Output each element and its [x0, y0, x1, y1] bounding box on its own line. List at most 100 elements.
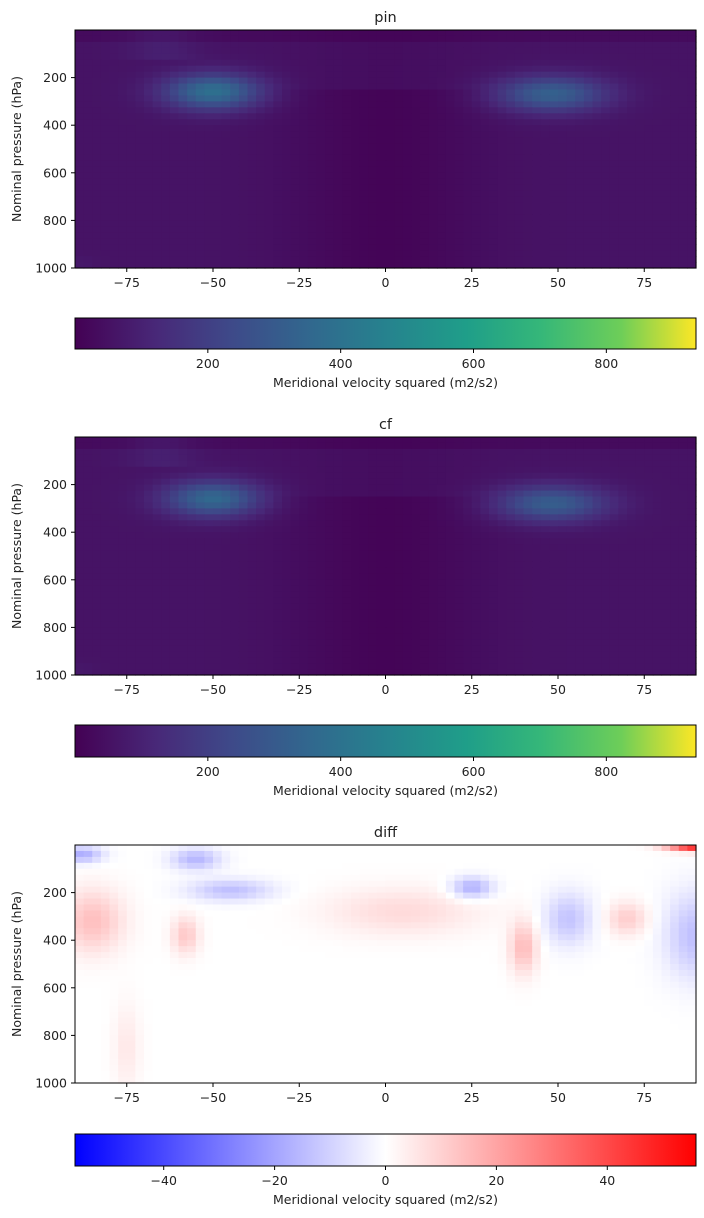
heatmap-cell: [118, 496, 128, 504]
heatmap-cell: [652, 119, 663, 126]
heatmap-cell: [437, 53, 447, 61]
heatmap-cell: [437, 160, 447, 168]
heatmap-cell: [307, 256, 318, 263]
heatmap-cell: [204, 544, 214, 551]
heatmap-cell: [497, 178, 507, 186]
heatmap-cell: [661, 149, 671, 156]
heatmap-cell: [256, 561, 266, 569]
heatmap-cell: [558, 579, 568, 587]
heatmap-cell: [359, 202, 369, 210]
heatmap-cell: [273, 160, 283, 168]
heatmap-cell: [575, 53, 585, 61]
heatmap-cell: [169, 190, 180, 198]
heatmap-cell: [359, 119, 369, 126]
heatmap-cell: [454, 466, 464, 474]
heatmap-cell: [152, 178, 162, 186]
heatmap-cell: [437, 567, 447, 575]
heatmap-cell: [523, 83, 533, 91]
heatmap-cell: [402, 119, 412, 126]
heatmap-cell: [471, 472, 481, 480]
heatmap-cell: [445, 437, 456, 444]
heatmap-cell: [618, 131, 628, 138]
heatmap-cell: [394, 585, 404, 593]
heatmap-cell: [299, 603, 309, 611]
heatmap-cell: [204, 202, 214, 210]
heatmap-cell: [256, 101, 266, 108]
heatmap-cell: [333, 238, 343, 245]
heatmap-cell: [644, 30, 654, 37]
heatmap-cell: [618, 238, 628, 245]
heatmap-cell: [144, 149, 154, 156]
heatmap-cell: [420, 544, 430, 551]
heatmap-cell: [264, 95, 274, 102]
heatmap-cell: [463, 95, 473, 102]
heatmap-cell: [471, 442, 481, 450]
heatmap-cell: [402, 154, 412, 162]
heatmap-cell: [152, 520, 162, 527]
heatmap-cell: [402, 35, 412, 43]
heatmap-cell: [230, 250, 240, 257]
heatmap-cell: [333, 484, 343, 492]
heatmap-cell: [264, 154, 274, 162]
heatmap-cell: [83, 160, 93, 168]
heatmap-cell: [566, 178, 576, 186]
heatmap-cell: [290, 65, 300, 73]
heatmap-cell: [144, 137, 154, 144]
heatmap-cell: [523, 256, 533, 263]
heatmap-cell: [583, 119, 594, 126]
heatmap-cell: [411, 190, 421, 198]
heatmap-cell: [661, 232, 671, 239]
heatmap-cell: [282, 603, 292, 611]
heatmap-cell: [678, 172, 688, 180]
heatmap-cell: [592, 603, 602, 611]
heatmap-cell: [592, 220, 602, 227]
heatmap-cell: [368, 490, 378, 498]
heatmap-cell: [213, 585, 223, 593]
heatmap-cell: [437, 466, 447, 474]
heatmap-cell: [307, 131, 318, 138]
heatmap-cell: [75, 178, 85, 186]
heatmap-cell: [273, 520, 283, 527]
heatmap-cell: [428, 47, 438, 55]
heatmap-cell: [523, 508, 533, 515]
heatmap-cell: [532, 591, 542, 599]
heatmap-cell: [583, 437, 594, 444]
heatmap-cell: [609, 544, 619, 551]
heatmap-cell: [152, 442, 162, 450]
heatmap-cell: [109, 77, 119, 85]
heatmap-cell: [471, 131, 481, 138]
heatmap-cell: [144, 550, 154, 557]
heatmap-cell: [549, 262, 559, 269]
heatmap-cell: [566, 196, 576, 204]
heatmap-cell: [290, 573, 300, 581]
heatmap-cell: [523, 478, 533, 486]
heatmap-cell: [273, 35, 283, 43]
heatmap-cell: [213, 184, 223, 192]
heatmap-cell: [169, 603, 180, 611]
heatmap-cell: [523, 226, 533, 233]
heatmap-cell: [161, 597, 171, 605]
heatmap-cell: [428, 250, 438, 257]
heatmap-cell: [368, 502, 378, 509]
heatmap-cell: [445, 526, 456, 533]
heatmap-cell: [540, 550, 550, 557]
heatmap-cell: [256, 250, 266, 257]
heatmap-cell: [273, 573, 283, 581]
heatmap-cell: [532, 490, 542, 498]
heatmap-cell: [109, 160, 119, 168]
heatmap-cell: [264, 238, 274, 245]
heatmap-cell: [575, 35, 585, 43]
heatmap-cell: [627, 238, 637, 245]
heatmap-cell: [627, 256, 637, 263]
heatmap-cell: [644, 220, 654, 227]
heatmap-cell: [635, 520, 645, 527]
heatmap-cell: [687, 30, 697, 37]
heatmap-cell: [264, 214, 274, 221]
heatmap-cell: [75, 149, 85, 156]
heatmap-cell: [532, 59, 542, 67]
heatmap-cell: [471, 244, 481, 251]
heatmap-cell: [601, 137, 611, 144]
heatmap-cell: [678, 250, 688, 257]
heatmap-cell: [592, 226, 602, 233]
heatmap-cell: [506, 226, 516, 233]
